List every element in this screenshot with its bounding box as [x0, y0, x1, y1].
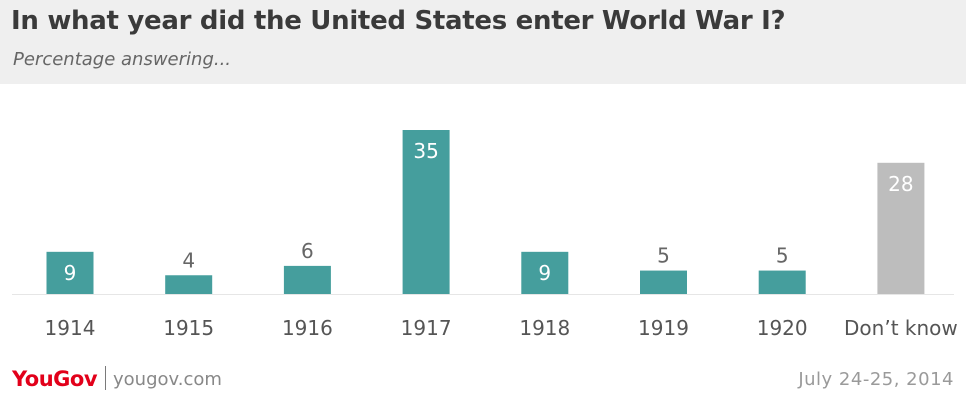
- footer-date: July 24-25, 2014: [798, 369, 954, 390]
- data-label: 5: [657, 244, 670, 268]
- data-label: 9: [538, 261, 551, 285]
- x-tick-label: 1918: [519, 316, 570, 340]
- bar: [402, 130, 450, 294]
- bar: [165, 275, 213, 294]
- bar-chart: 9 1914 4 1915 6 1916 35 1917 9 1918 5 1919 5 1920 28 Do…: [12, 130, 958, 340]
- data-label: 28: [888, 172, 913, 196]
- x-tick-label: 1915: [163, 316, 214, 340]
- bar: [758, 270, 806, 294]
- bar: [521, 251, 569, 294]
- footer-site: yougov.com: [113, 369, 222, 390]
- data-label: 5: [776, 244, 789, 268]
- x-tick-label: 1917: [401, 316, 452, 340]
- x-tick-label: 1914: [45, 316, 96, 340]
- bar: [877, 162, 925, 294]
- data-label: 4: [182, 248, 195, 272]
- bar: [640, 270, 687, 294]
- chart-header: In what year did the United States enter…: [0, 0, 966, 84]
- yougov-logo: YouGov: [12, 367, 98, 391]
- x-tick-label: 1920: [757, 316, 808, 340]
- x-tick-label: Don’t know: [844, 316, 958, 340]
- bar: [46, 251, 94, 294]
- data-label: 35: [413, 139, 438, 163]
- data-label: 6: [301, 239, 314, 263]
- chart-title: In what year did the United States enter…: [11, 6, 786, 36]
- footer-divider: [105, 366, 106, 390]
- x-tick-label: 1919: [638, 316, 689, 340]
- x-tick-label: 1916: [282, 316, 333, 340]
- chart-subtitle: Percentage answering...: [13, 49, 232, 70]
- bar: [283, 265, 331, 294]
- data-label: 9: [64, 261, 77, 285]
